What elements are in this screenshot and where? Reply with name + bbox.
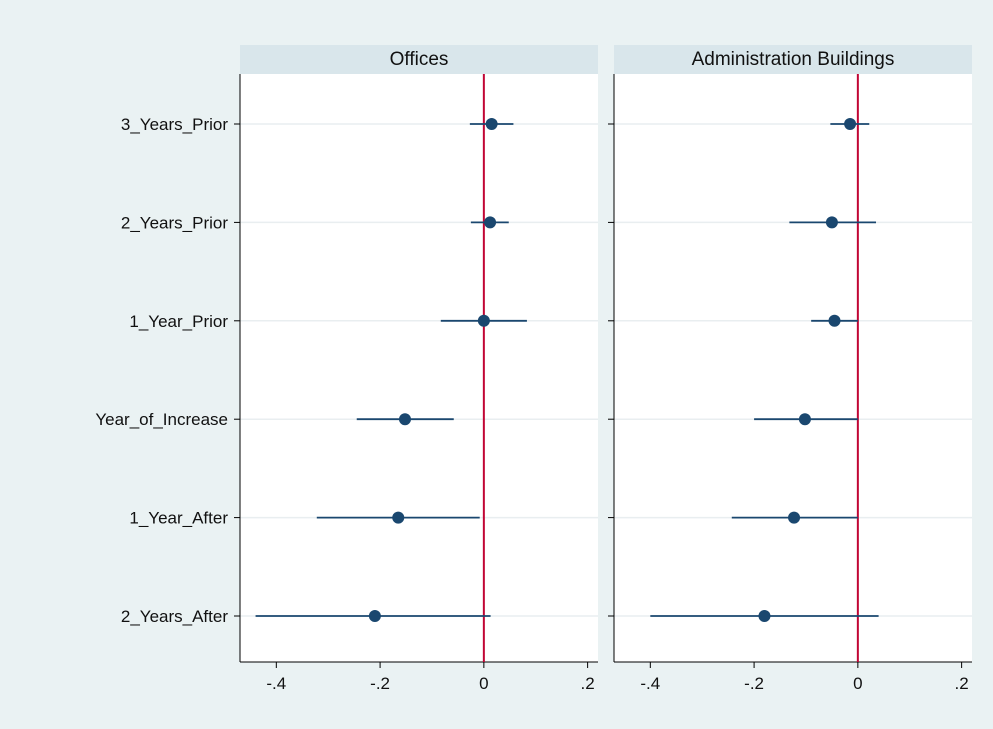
x-tick-label: -.4: [640, 674, 660, 693]
y-tick-label: 1_Year_After: [129, 509, 228, 528]
panel-title: Administration Buildings: [692, 49, 895, 70]
x-tick-label: -.2: [370, 674, 390, 693]
y-tick-label: 2_Years_After: [121, 607, 228, 626]
point-estimate: [844, 118, 857, 130]
point-estimate: [368, 610, 381, 622]
point-estimate: [758, 610, 771, 622]
panel-title: Offices: [390, 49, 449, 70]
point-estimate: [392, 511, 405, 524]
x-tick-label: .2: [581, 674, 595, 693]
point-estimate: [477, 314, 490, 327]
point-estimate: [788, 511, 801, 524]
panel-title-band: [240, 45, 598, 74]
plot-region: [240, 74, 598, 662]
x-tick-label: -.4: [266, 674, 286, 693]
point-estimate: [484, 216, 497, 229]
point-estimate: [398, 413, 411, 426]
x-tick-label: 0: [479, 674, 488, 693]
panel-title-band: [614, 45, 972, 74]
x-tick-label: .2: [955, 674, 969, 693]
y-tick-label: 3_Years_Prior: [121, 115, 228, 134]
x-tick-label: 0: [853, 674, 862, 693]
point-estimate: [485, 118, 498, 130]
y-tick-label: 2_Years_Prior: [121, 213, 228, 232]
y-tick-label: 1_Year_Prior: [129, 312, 228, 331]
point-estimate: [828, 314, 841, 327]
point-estimate: [825, 216, 838, 229]
panel-administration-buildings: Administration Buildings -.4 -.2 0 .2: [608, 45, 972, 693]
point-estimate: [798, 413, 811, 426]
plot-region: [614, 74, 972, 662]
y-tick-label: Year_of_Increase: [95, 410, 228, 429]
y-axis-labels: 3_Years_Prior 2_Years_Prior 1_Year_Prior Ye…: [95, 115, 228, 626]
panel-offices: Offices -.4 -.2 0 .2: [234, 45, 598, 693]
x-tick-label: -.2: [744, 674, 764, 693]
